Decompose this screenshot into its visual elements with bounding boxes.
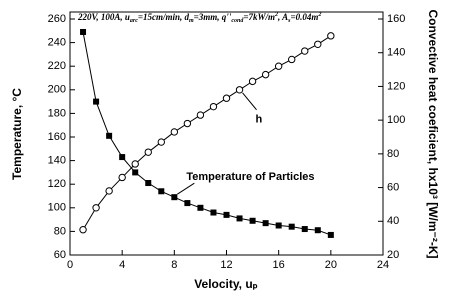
marker	[170, 128, 179, 136]
marker	[158, 188, 165, 195]
marker	[209, 102, 218, 111]
marker	[274, 62, 283, 70]
marker	[197, 204, 204, 211]
marker	[288, 223, 295, 230]
marker	[145, 180, 152, 187]
series-annotation: h	[256, 114, 263, 126]
y2-axis-label: Convective heat coeficient, hx10³ [W/m⁻²…	[426, 9, 440, 258]
y2-tick-label: 80	[387, 148, 399, 160]
y-axis-label: Temperature, °C	[10, 88, 24, 180]
marker	[184, 200, 191, 207]
x-tick-label: 0	[67, 259, 73, 271]
marker	[196, 111, 205, 119]
x-tick-label: 4	[119, 259, 125, 271]
marker	[183, 119, 192, 128]
marker	[236, 215, 243, 222]
marker	[118, 173, 126, 182]
y2-tick-label: 140	[387, 47, 405, 59]
marker	[261, 70, 270, 79]
y2-tick-label: 60	[387, 181, 399, 193]
marker	[301, 47, 309, 55]
series-annotation: Temperature of Particles	[186, 171, 314, 183]
marker	[106, 132, 113, 139]
marker	[248, 77, 257, 86]
x-tick-label: 16	[273, 259, 285, 271]
x-tick-label: 12	[220, 259, 232, 271]
marker	[210, 209, 217, 216]
y-tick-label: 140	[48, 155, 66, 167]
marker	[314, 227, 321, 234]
marker	[235, 86, 244, 94]
y-tick-label: 60	[54, 249, 66, 261]
plot-frame	[69, 11, 384, 256]
marker	[249, 217, 256, 224]
marker	[262, 220, 269, 227]
y-tick-label: 200	[48, 84, 66, 96]
annotation-arrow	[177, 182, 195, 195]
annotation: 220V, 100A, uarc=15cm/min, dm=3mm, q''co…	[77, 12, 321, 24]
marker	[93, 98, 100, 105]
y-tick-label: 260	[48, 13, 66, 25]
marker	[288, 55, 296, 64]
y2-tick-label: 40	[387, 215, 399, 227]
marker	[314, 40, 322, 48]
marker	[80, 28, 87, 35]
annotation-arrow	[242, 92, 257, 111]
y2-tick-label: 100	[387, 114, 405, 126]
marker	[105, 187, 113, 195]
y2-tick-label: 160	[387, 13, 405, 25]
y-tick-label: 80	[54, 225, 66, 237]
marker	[157, 138, 165, 146]
marker	[131, 160, 139, 168]
x-tick-label: 8	[171, 259, 177, 271]
marker	[327, 231, 334, 238]
x-axis-label: Velocity, uₚ	[194, 277, 258, 291]
marker	[119, 154, 126, 161]
marker	[301, 226, 308, 233]
y-tick-label: 220	[48, 60, 66, 72]
marker	[171, 194, 178, 201]
y2-tick-label: 20	[387, 249, 399, 261]
marker	[92, 204, 100, 212]
series-line	[82, 35, 332, 230]
y-tick-label: 180	[48, 107, 66, 119]
marker	[327, 32, 335, 40]
y-tick-label: 240	[48, 37, 66, 49]
marker	[223, 211, 230, 218]
x-tick-label: 20	[325, 259, 337, 271]
marker	[132, 169, 139, 176]
x-tick-label: 24	[377, 259, 389, 271]
marker	[79, 226, 87, 234]
marker	[222, 94, 231, 102]
y-tick-label: 100	[48, 202, 66, 214]
y-tick-label: 120	[48, 178, 66, 190]
marker	[144, 148, 152, 156]
y-tick-label: 160	[48, 131, 66, 143]
marker	[275, 222, 282, 229]
y2-tick-label: 120	[387, 80, 405, 92]
